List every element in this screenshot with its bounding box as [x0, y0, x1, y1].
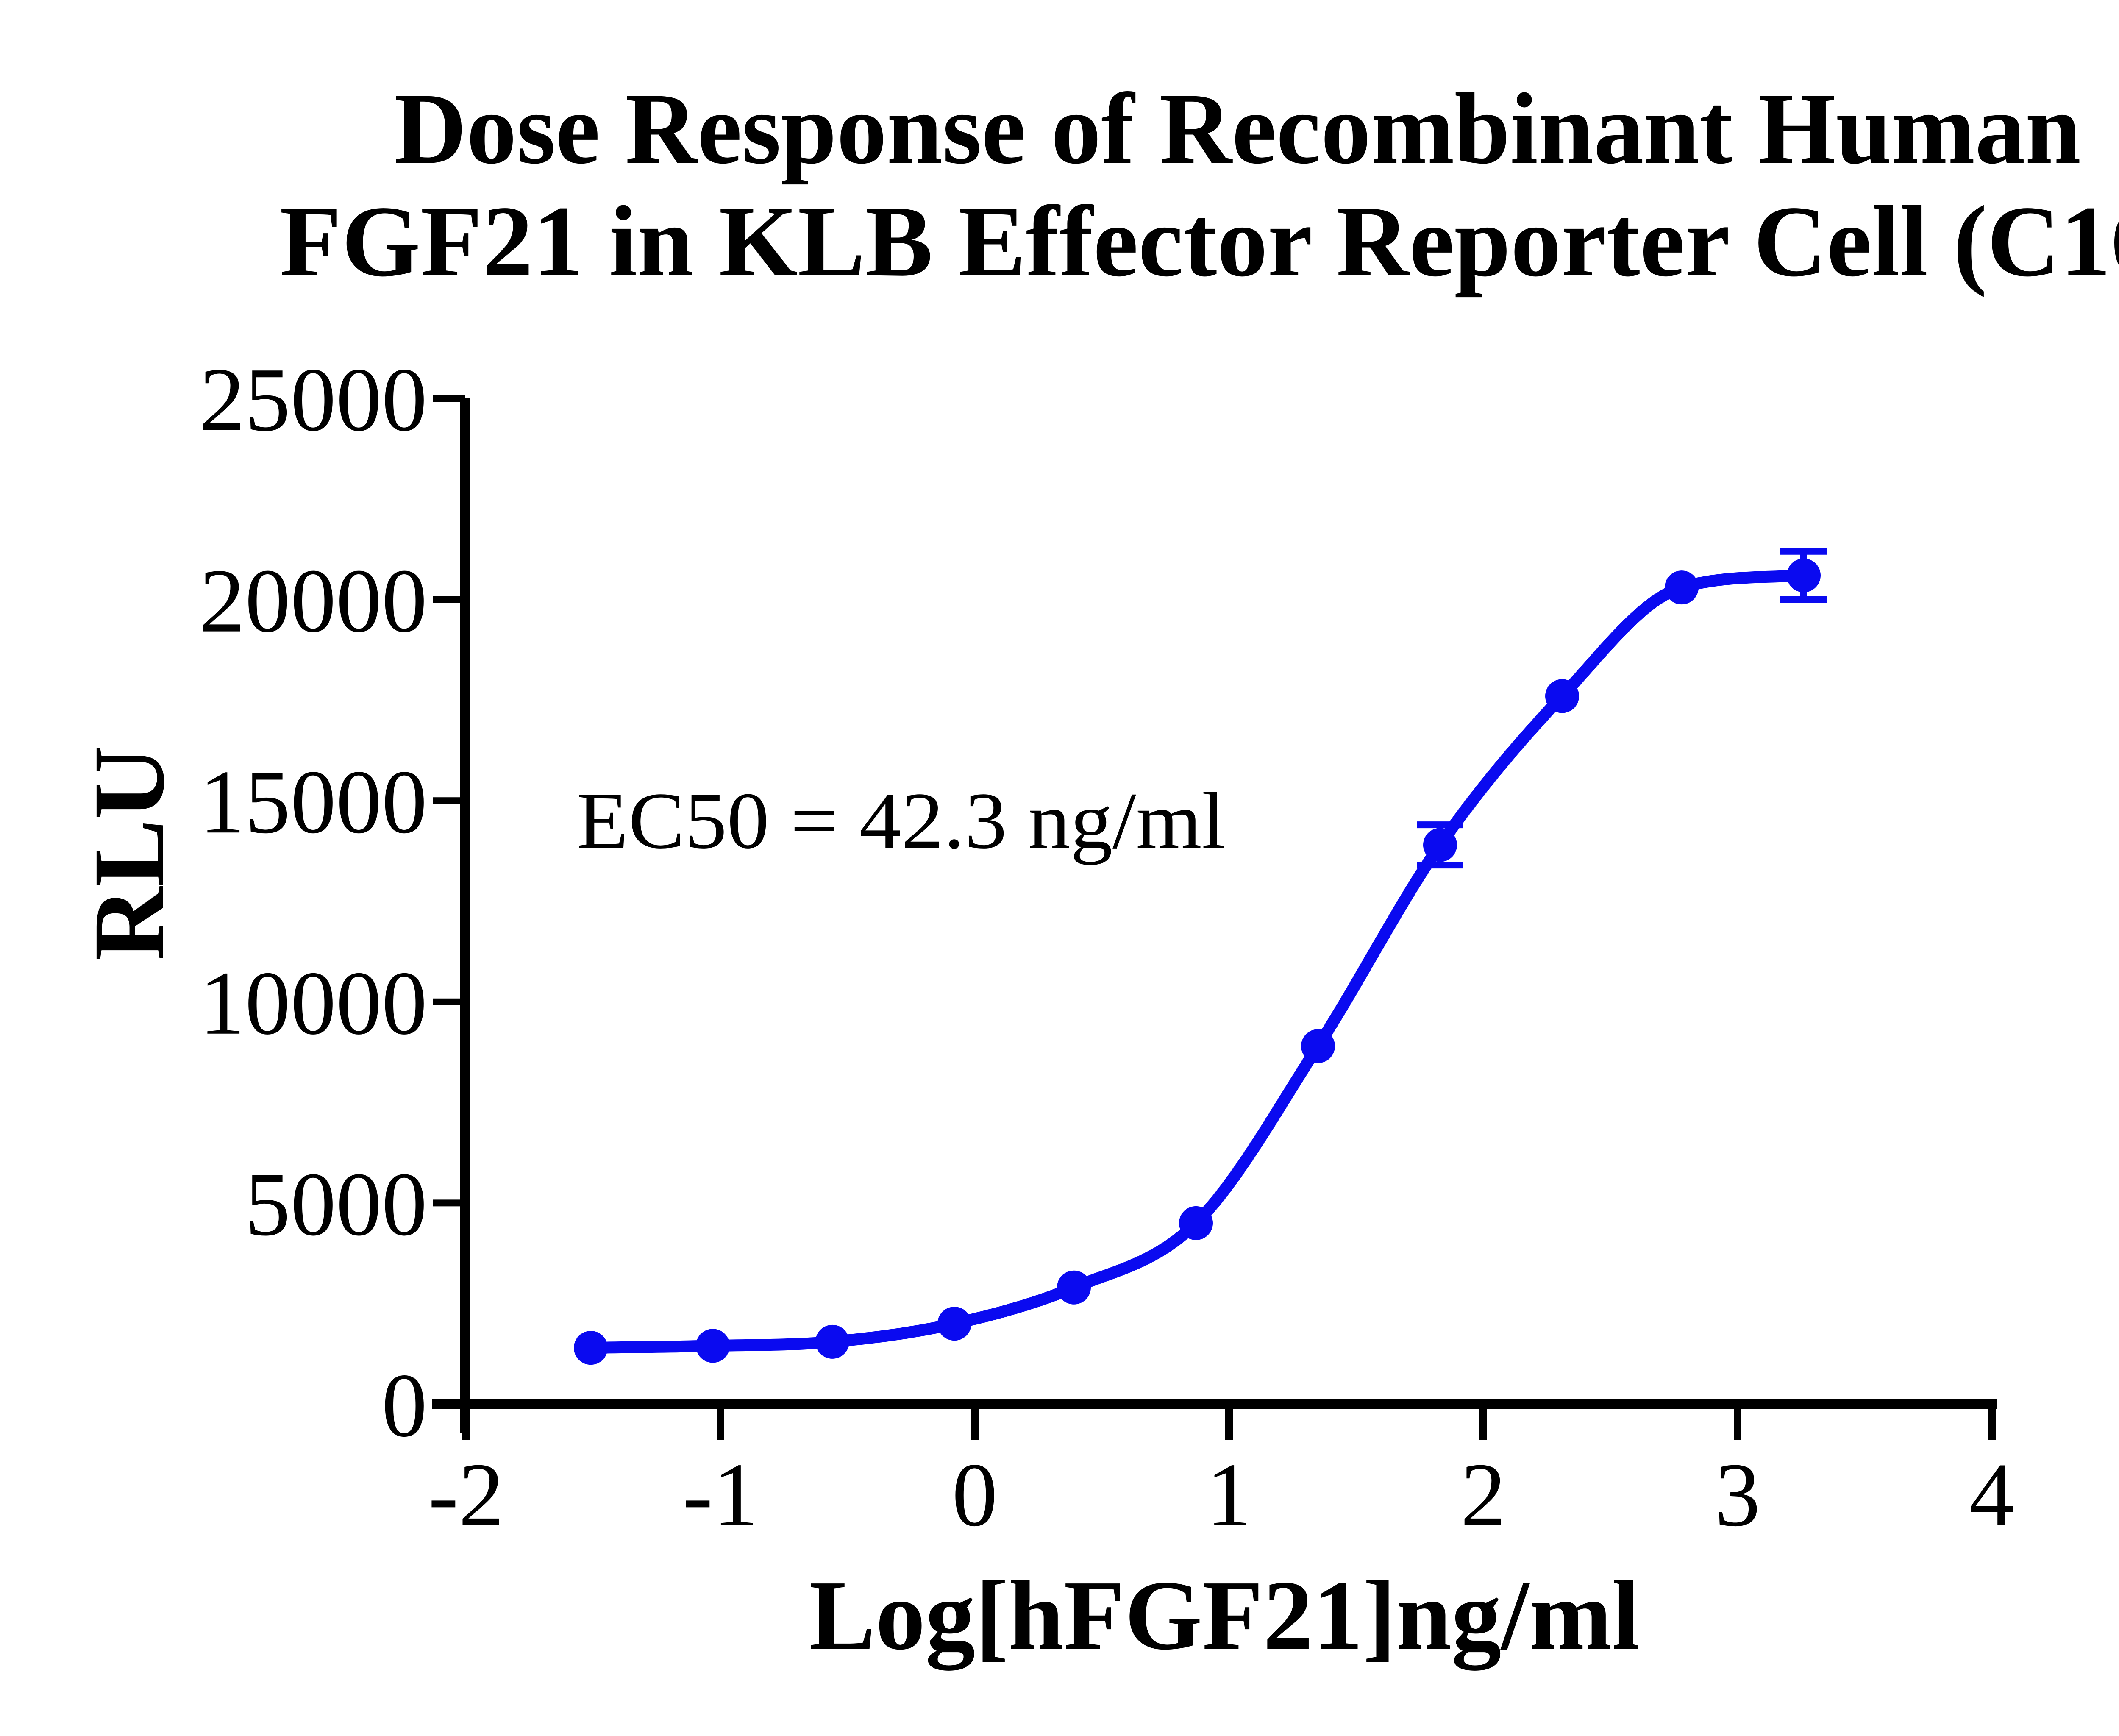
x-tick-label: 4	[1969, 1444, 2015, 1545]
data-point-marker	[574, 1331, 608, 1365]
data-point-marker	[937, 1307, 971, 1341]
data-point-marker	[1057, 1270, 1091, 1305]
y-tick-label: 15000	[200, 751, 428, 852]
data-point-marker	[815, 1324, 849, 1359]
x-tick-label: 0	[952, 1444, 998, 1545]
x-tick-label: 1	[1206, 1444, 1252, 1545]
axes: 0 5000 10000 15000 20000 25000 -2 -1 0 1 2 3 4	[200, 349, 2015, 1545]
y-tick-label: 10000	[200, 952, 428, 1054]
y-tick-label: 25000	[200, 349, 428, 450]
data-point-marker	[696, 1329, 730, 1363]
x-tick-label: -2	[428, 1444, 504, 1545]
x-tick-label: 2	[1460, 1444, 1506, 1545]
x-axis-title: Log[hFGF21]ng/ml	[809, 1560, 1640, 1671]
data-point-marker	[1179, 1206, 1213, 1240]
chart-title-line2: FGF21 in KLB Effector Reporter Cell (C16…	[280, 185, 2119, 298]
ec50-annotation: EC50 = 42.3 ng/ml	[577, 776, 1225, 865]
y-axis-title: RLU	[72, 746, 185, 961]
y-tick-label: 5000	[245, 1153, 427, 1255]
data-point-marker	[1423, 828, 1457, 862]
data-point-marker	[1665, 570, 1699, 605]
y-tick-label: 20000	[200, 550, 428, 651]
data-point-marker	[1545, 679, 1579, 713]
x-tick-label: -1	[682, 1444, 758, 1545]
chart-title-line1: Dose Response of Recombinant Human	[394, 72, 2081, 185]
data-series	[574, 548, 1827, 1365]
data-point-marker	[1301, 1029, 1335, 1063]
x-tick-label: 3	[1715, 1444, 1760, 1545]
data-point-marker	[1787, 558, 1821, 593]
y-tick-label: 0	[382, 1355, 428, 1456]
